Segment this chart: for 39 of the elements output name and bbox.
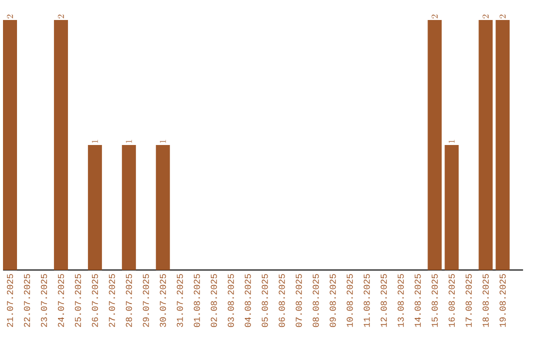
x-tick-label: 13.08.2025	[398, 274, 404, 327]
x-tick-label: 12.08.2025	[380, 274, 387, 327]
data-label: 1	[448, 140, 455, 143]
x-tick-label: 01.08.2025	[194, 274, 200, 327]
x-tick-label: 23.07.2025	[40, 274, 48, 327]
x-tick-label: 18.08.2025	[482, 274, 489, 327]
x-tick-label: 28.07.2025	[126, 274, 132, 327]
x-tick-label: 06.08.2025	[278, 274, 285, 327]
x-tick-label: 11.08.2025	[364, 274, 370, 327]
x-tick-label: 04.08.2025	[244, 274, 251, 327]
x-tick-label: 30.07.2025	[160, 274, 166, 327]
x-tick-label: 16.08.2025	[448, 274, 455, 327]
data-label: 2	[500, 14, 506, 18]
data-label: 2	[6, 14, 13, 18]
data-label: 2	[432, 14, 438, 18]
x-tick-label: 25.07.2025	[74, 274, 82, 327]
x-tick-label: 22.07.2025	[24, 274, 30, 327]
x-tick-label: 29.07.2025	[142, 274, 149, 327]
x-tick-label: 27.07.2025	[108, 274, 115, 327]
data-label: 2	[58, 14, 64, 18]
x-tick-label: 26.07.2025	[92, 274, 98, 327]
data-label: 1	[160, 140, 166, 143]
x-tick-label: 07.08.2025	[296, 274, 302, 327]
x-tick-label: 31.07.2025	[176, 274, 183, 327]
x-tick-label: 19.08.2025	[500, 274, 506, 327]
x-tick-label: 15.08.2025	[432, 274, 438, 327]
data-label: 1	[92, 140, 98, 143]
x-tick-label: 08.08.2025	[312, 274, 319, 327]
x-tick-label: 21.07.2025	[6, 274, 14, 327]
x-tick-label: 09.08.2025	[330, 274, 336, 327]
x-tick-label: 24.07.2025	[58, 274, 64, 327]
data-label: 2	[482, 14, 489, 18]
x-tick-label: 05.08.2025	[262, 274, 268, 327]
data-label: 1	[126, 140, 132, 143]
x-tick-label: 17.08.2025	[466, 274, 472, 327]
x-tick-label: 10.08.2025	[346, 274, 353, 327]
x-tick-label: 14.08.2025	[414, 274, 421, 327]
x-tick-label: 02.08.2025	[210, 274, 217, 327]
x-tick-label: 03.08.2025	[228, 274, 234, 327]
